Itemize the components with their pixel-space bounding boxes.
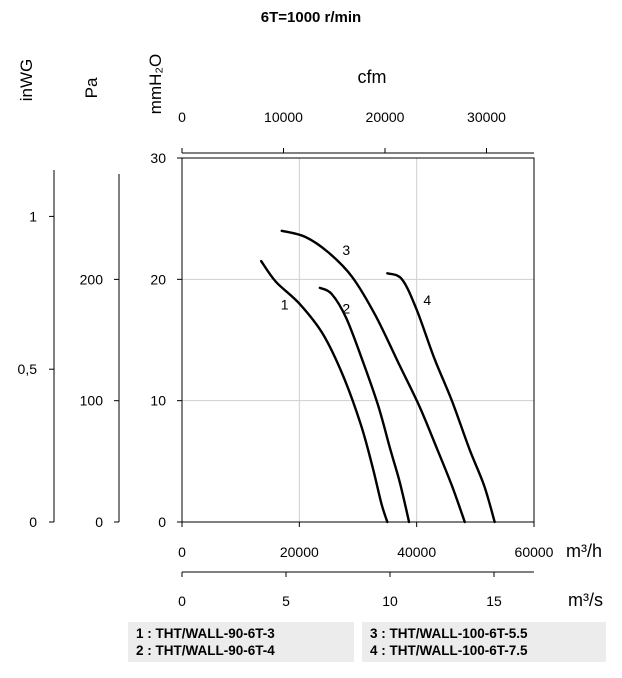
y-primary-tick-label: 10 <box>150 393 166 409</box>
curve-series-4 <box>386 272 496 524</box>
curve-label-2: 2 <box>342 300 350 316</box>
legend-right: 3 : THT/WALL-100-6T-5.5 4 : THT/WALL-100… <box>362 622 606 662</box>
grid-lines <box>182 158 534 522</box>
chart-title: 6T=1000 r/min <box>261 9 361 26</box>
y-inwg-tick-label: 0 <box>29 514 37 530</box>
x-bottom-tick-label: 0 <box>178 593 186 609</box>
curve-series-3 <box>280 229 466 524</box>
x-primary-tick-label: 20000 <box>280 544 319 560</box>
x-primary-unit: m³/h <box>566 541 602 561</box>
curve-series-1 <box>260 259 389 524</box>
x-top-tick-label: 0 <box>178 109 186 125</box>
x-bottom-tick-label: 5 <box>282 593 290 609</box>
legend-item-2: 2 : THT/WALL-90-6T-4 <box>136 643 275 658</box>
y-pa-tick-label: 100 <box>80 393 104 409</box>
curve-labels: 1 2 3 4 <box>281 242 432 316</box>
y-inwg-unit: inWG <box>17 59 36 102</box>
y-primary-tick-label: 30 <box>150 150 166 166</box>
y-primary-tick-label: 20 <box>150 271 166 287</box>
x-top-tick-label: 20000 <box>366 109 405 125</box>
y-pa-tick-label: 0 <box>95 514 103 530</box>
y-mmh2o-unit: mmH₂O <box>146 54 165 114</box>
curve-label-1: 1 <box>281 297 289 313</box>
curve-label-4: 4 <box>423 292 431 308</box>
legend-item-1: 1 : THT/WALL-90-6T-3 <box>136 626 275 641</box>
curve-series-2 <box>318 286 411 524</box>
x-top-unit: cfm <box>358 67 387 87</box>
legend-item-3: 3 : THT/WALL-100-6T-5.5 <box>370 626 528 641</box>
x-bottom-tick-label: 10 <box>382 593 398 609</box>
legend-item-4: 4 : THT/WALL-100-6T-7.5 <box>370 643 528 658</box>
y-pa-unit: Pa <box>82 77 101 98</box>
x-primary-tick-label: 40000 <box>397 544 436 560</box>
x-top-tick-label: 10000 <box>264 109 303 125</box>
x-bottom-unit: m³/s <box>568 590 603 610</box>
curves <box>260 229 496 524</box>
x-bottom-tick-label: 15 <box>486 593 502 609</box>
x-top-tick-label: 30000 <box>467 109 506 125</box>
y-pa-tick-label: 200 <box>80 271 104 287</box>
legend-left: 1 : THT/WALL-90-6T-3 2 : THT/WALL-90-6T-… <box>128 622 354 662</box>
x-primary-tick-label: 0 <box>178 544 186 560</box>
y-inwg-tick-label: 0,5 <box>18 361 38 377</box>
curve-label-3: 3 <box>342 242 350 258</box>
x-primary-tick-label: 60000 <box>515 544 554 560</box>
y-inwg-tick-label: 1 <box>29 208 37 224</box>
plot-area <box>181 157 535 523</box>
y-primary-tick-label: 0 <box>158 514 166 530</box>
